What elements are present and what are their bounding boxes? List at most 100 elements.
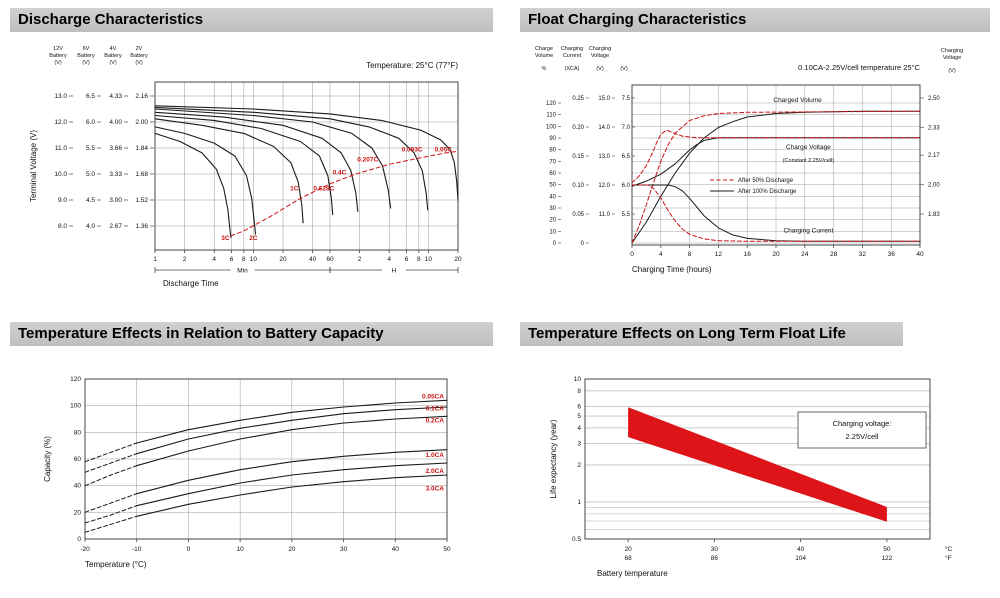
y-tick-label: 2.17 bbox=[928, 153, 940, 159]
series-0.05CA-dashed bbox=[84, 442, 138, 463]
series-label: 0.093C bbox=[402, 147, 423, 154]
y-tick-label: 8.0 bbox=[58, 223, 67, 230]
y-tick-label: 0 bbox=[581, 241, 585, 247]
series-label: 1.0CA bbox=[426, 452, 445, 459]
y-tick-label: 3 bbox=[577, 440, 581, 447]
series-0.628C bbox=[154, 114, 334, 216]
axis-column-header: Volume bbox=[535, 53, 553, 59]
series-label: 1C bbox=[290, 186, 299, 193]
axis-column-unit: (V) bbox=[948, 68, 956, 74]
series-0.05C bbox=[154, 105, 459, 201]
series-0.207C bbox=[154, 108, 392, 209]
y-tick-label: 2.16 bbox=[135, 93, 148, 100]
axis-column-unit: (XCA) bbox=[565, 66, 580, 72]
x-axis-title: Charging Time (hours) bbox=[632, 265, 712, 274]
axis-column-header: Voltage bbox=[943, 55, 961, 61]
axis-column-unit: (V) bbox=[596, 66, 604, 72]
x-tick-label: 36 bbox=[888, 251, 896, 258]
panel-discharge-characteristics: Discharge Characteristics 1 2 4 6 8 10 20 40 60 2… bbox=[10, 8, 505, 310]
y-tick-label: 12.0 bbox=[54, 119, 67, 126]
plot-border bbox=[631, 84, 921, 246]
x-tick-label: 12 bbox=[715, 251, 723, 258]
y-tick-label: 2.00 bbox=[928, 183, 940, 189]
plot-border bbox=[584, 378, 931, 540]
y-tick-label: 80 bbox=[549, 148, 556, 154]
series-3.0CA bbox=[136, 474, 448, 517]
y-axis-title: Life expectancy (year) bbox=[549, 419, 558, 498]
curve-label: Charge Voltage bbox=[786, 144, 831, 151]
series-label: 0.207C bbox=[357, 156, 378, 163]
annotation-box bbox=[797, 411, 927, 449]
curve-label: Charged Volume bbox=[773, 97, 822, 104]
y-tick-label: 3.00 bbox=[109, 197, 122, 204]
series-charge-voltage-50 bbox=[631, 129, 921, 184]
x-tick-label: 24 bbox=[801, 251, 809, 258]
x-tick-label-fahrenheit: 68 bbox=[625, 555, 633, 562]
y-tick-label: 5.0 bbox=[86, 171, 95, 178]
axis-column-header: Charging bbox=[561, 46, 583, 52]
x-tick-label: 1 bbox=[153, 256, 157, 263]
x-tick-label: 4 bbox=[659, 251, 663, 258]
x-tick-label: 32 bbox=[859, 251, 867, 258]
y-tick-label: 11.0 bbox=[599, 212, 611, 218]
temperature-capacity-chart: -20 -10 0 10 20 30 40 50 0 20 40 60 80 100 120 Capacity… bbox=[43, 376, 451, 569]
series-label: 2.0CA bbox=[426, 468, 445, 475]
x-tick-label-celsius: 20 bbox=[625, 546, 633, 553]
axis-column-header: Current bbox=[563, 53, 582, 59]
x-tick-label-fahrenheit: 104 bbox=[795, 555, 806, 562]
y-tick-label: 0.20 bbox=[572, 125, 584, 131]
y-tick-label: 14.0 bbox=[598, 125, 610, 131]
series-0.2CA-dashed bbox=[84, 465, 138, 487]
y-tick-label: 6 bbox=[577, 403, 581, 410]
y-tick-label: 4.0 bbox=[86, 223, 95, 230]
curve-label: Charging Current bbox=[783, 228, 833, 235]
series-0.1CA-dashed bbox=[84, 453, 138, 473]
x-tick-label: 6 bbox=[405, 256, 409, 263]
x-tick-label: 40 bbox=[916, 251, 924, 258]
y-tick-label: 7.5 bbox=[622, 96, 631, 102]
y-tick-label: 0 bbox=[553, 241, 557, 247]
panel-title-float-charging: Float Charging Characteristics bbox=[520, 8, 990, 32]
y-tick-label: 0 bbox=[77, 536, 81, 543]
x-tick-label-fahrenheit: 86 bbox=[711, 555, 719, 562]
x-tick-label: 40 bbox=[309, 256, 317, 263]
axis-column-header: Battery bbox=[104, 53, 122, 59]
series-label: 3.0CA bbox=[426, 485, 445, 492]
y-tick-label: 2.67 bbox=[109, 223, 122, 230]
x-tick-label: 2 bbox=[183, 256, 187, 263]
axis-column-header: 4V bbox=[110, 46, 117, 52]
series-label: 2C bbox=[249, 235, 258, 242]
x-unit-celsius: °C bbox=[945, 545, 953, 553]
legend-label: After 100% Discharge bbox=[738, 189, 797, 195]
series-0.4C bbox=[154, 111, 359, 212]
x-tick-label: 30 bbox=[340, 546, 348, 553]
y-tick-label: 10.0 bbox=[54, 171, 67, 178]
y-tick-label: 120 bbox=[546, 101, 557, 107]
annotation-text: 2.25V/cell bbox=[846, 432, 879, 441]
y-tick-label: 0.10 bbox=[572, 183, 584, 189]
axis-column-header: 6V bbox=[83, 46, 90, 52]
y-tick-label: 5.5 bbox=[622, 212, 631, 218]
y-tick-label: 1.52 bbox=[135, 197, 148, 204]
panel-title-float-life: Temperature Effects on Long Term Float L… bbox=[520, 322, 903, 346]
y-tick-label: 40 bbox=[549, 194, 556, 200]
y-tick-label: 0.5 bbox=[572, 536, 581, 543]
x-tick-label: 40 bbox=[392, 546, 400, 553]
y-tick-label: 5 bbox=[577, 413, 581, 420]
axis-column-header: Battery bbox=[77, 53, 95, 59]
y-axis-title: Capacity (%) bbox=[43, 436, 52, 482]
x-tick-label: 20 bbox=[772, 251, 780, 258]
y-tick-label: 100 bbox=[546, 124, 557, 130]
annotation-text: Charging voltage: bbox=[833, 419, 892, 428]
series-1.0CA-dashed bbox=[84, 493, 138, 513]
y-tick-label: 40 bbox=[74, 483, 82, 490]
cutoff-voltage-line bbox=[230, 150, 459, 237]
y-tick-label: 7.0 bbox=[622, 125, 631, 131]
panel-float-charging: Float Charging Characteristics 0 4 8 12 16 20… bbox=[520, 8, 998, 310]
x-unit-label: H bbox=[392, 268, 397, 275]
series-label: 0.4C bbox=[333, 169, 347, 176]
series-0.093C bbox=[154, 106, 429, 211]
series-label: 0.05CA bbox=[422, 393, 444, 400]
axis-column-unit: (V) bbox=[620, 66, 628, 72]
x-axis-title: Battery temperature bbox=[597, 569, 668, 578]
